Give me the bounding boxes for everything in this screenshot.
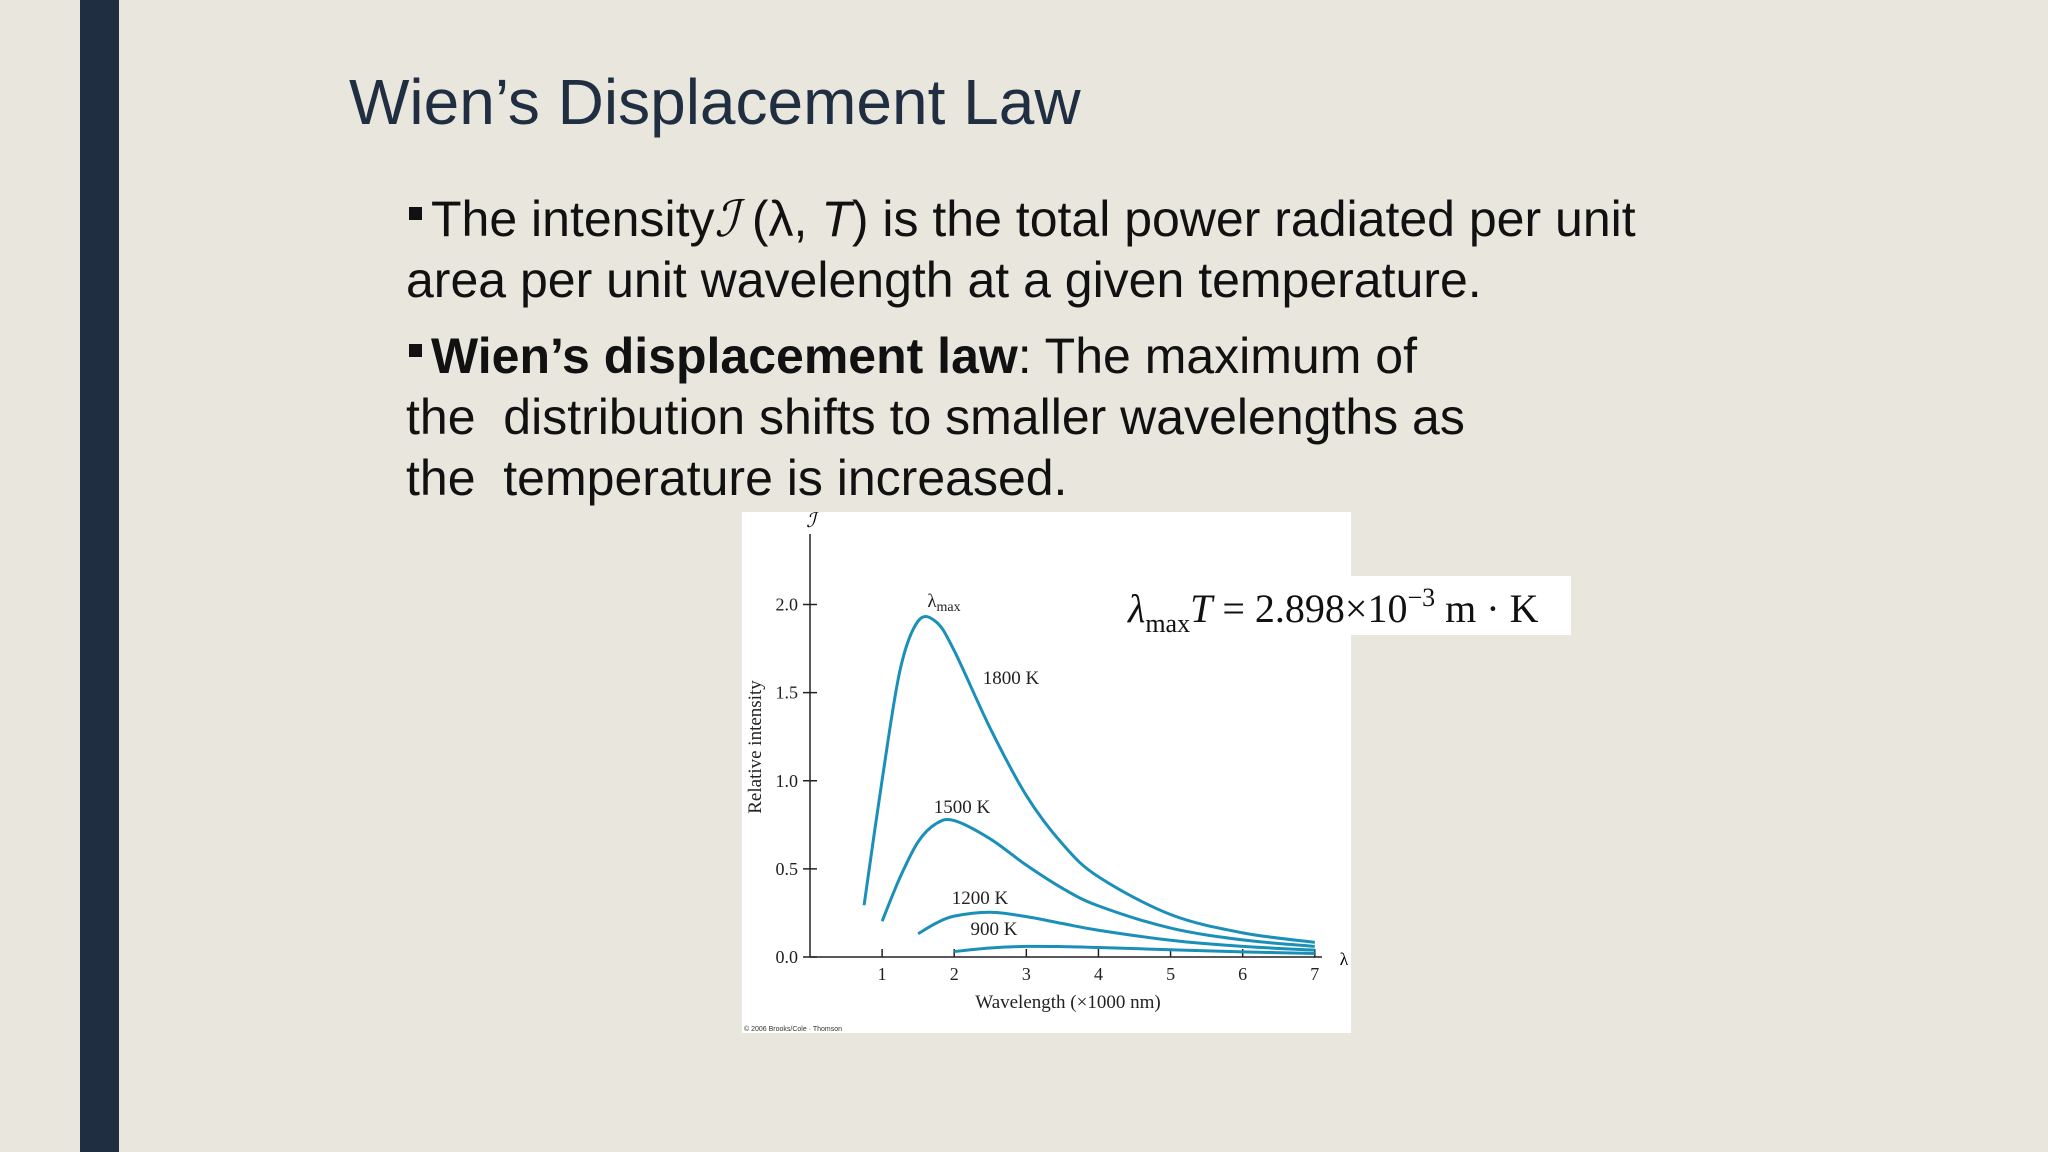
bullet-line: the distribution shifts to smaller wavel… (406, 389, 1465, 445)
y-tick-label: 1.0 (776, 771, 799, 791)
slide-title: Wien’s Displacement Law (349, 66, 1081, 138)
y-tick-label: 0.5 (776, 859, 799, 879)
formula: λmaxT = 2.898×10−3 m · K (1127, 583, 1539, 638)
curve-label: 1500 K (934, 797, 991, 818)
bullet-line: area per unit wavelength at a given temp… (406, 252, 1482, 308)
x-tick-label: 7 (1310, 964, 1319, 984)
formula-background (1126, 576, 1571, 635)
credit: © 2006 Brooks/Cole · Thomson (744, 1025, 842, 1033)
bullet-line: The intensityℐ (λ, T) is the total power… (431, 191, 1636, 247)
bullet-line: the temperature is increased. (406, 450, 1067, 506)
x-tick-label: 1 (878, 964, 887, 984)
x-axis-title: Wavelength (×1000 nm) (975, 992, 1160, 1013)
curve (917, 910, 1315, 952)
x-axis-symbol: λ (1340, 949, 1349, 969)
curve-label: 1200 K (952, 888, 1009, 909)
curve-label: 900 K (971, 919, 1018, 940)
y-tick-label: 2.0 (776, 595, 799, 615)
bullet-line: Wien’s displacement law: The maximum of (431, 328, 1417, 384)
bullet-marker (409, 344, 422, 357)
x-tick-label: 2 (950, 964, 959, 984)
x-tick-label: 3 (1022, 964, 1031, 984)
chart: λmaxT = 2.898×10−3 m · K λmax Wavelength… (742, 510, 1571, 1033)
bullet-marker (409, 207, 422, 220)
x-tick-label: 6 (1238, 964, 1247, 984)
side-bar (80, 0, 119, 1152)
x-tick-label: 4 (1094, 964, 1103, 984)
curve (862, 615, 1315, 944)
curve (880, 817, 1315, 948)
y-axis-title: Relative intensity (745, 680, 766, 814)
curve-label: 1800 K (983, 668, 1040, 689)
peak-label: λmax (927, 591, 960, 615)
x-tick-label: 5 (1166, 964, 1175, 984)
curve (954, 944, 1315, 955)
y-tick-label: 1.5 (776, 683, 799, 703)
y-tick-label: 0.0 (776, 947, 799, 967)
